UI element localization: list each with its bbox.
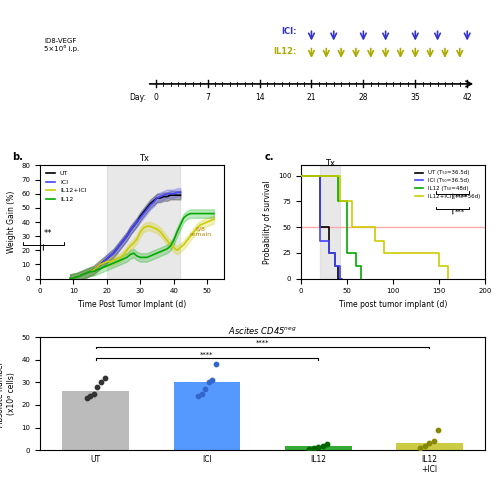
Y-axis label: Weight Gain (%): Weight Gain (%) [6,191,16,253]
Text: **: ** [44,229,52,238]
Text: b.: b. [12,152,24,162]
Text: 35: 35 [410,93,420,102]
Legend: UT (T₅₀=36.5d), ICI (T₅₀=36.5d), IL12 (T₅₀=48d), IL12+ICI (T₅₀=56d): UT (T₅₀=36.5d), ICI (T₅₀=36.5d), IL12 (T… [413,168,482,201]
Text: 42: 42 [462,93,472,102]
Point [198,390,205,397]
Text: ****: **** [256,340,269,346]
Text: 0: 0 [154,93,158,102]
Point [86,392,94,400]
Point [201,385,209,393]
Bar [174,382,240,450]
Bar [285,446,352,450]
Point [416,444,424,452]
Point [194,392,202,400]
Text: ID8-VEGF
5×10⁶ i.p.: ID8-VEGF 5×10⁶ i.p. [44,38,80,52]
Point [310,444,318,452]
Point [208,376,216,384]
Text: Day:: Day: [130,93,147,102]
Text: 21: 21 [306,93,316,102]
Legend: UT, ICI, IL12+ICI, IL12: UT, ICI, IL12+ICI, IL12 [43,168,89,204]
Bar [320,166,340,279]
Text: ICI:: ICI: [281,28,296,36]
Text: ****: **** [200,351,213,357]
Point [318,442,326,450]
Text: 7: 7 [205,93,210,102]
Title: Ascites CD45$^{neg}$: Ascites CD45$^{neg}$ [228,325,297,336]
Bar [107,166,180,279]
Point [82,394,90,402]
Text: ****: **** [454,193,468,199]
Point [90,390,98,397]
Bar [396,443,463,450]
Y-axis label: Absolute number
(x10⁶ cells): Absolute number (x10⁶ cells) [0,361,16,426]
X-axis label: Time post tumor implant (d): Time post tumor implant (d) [339,300,447,309]
Text: 6/8
remain: 6/8 remain [190,227,212,237]
Point [426,439,434,447]
Text: c.: c. [264,152,274,162]
Point [421,442,429,450]
Text: 14: 14 [254,93,264,102]
Text: Tx: Tx [138,153,148,163]
Point [314,443,322,451]
Point [204,378,212,386]
Point [94,383,102,391]
Point [430,437,438,445]
X-axis label: Time Post Tumor Implant (d): Time Post Tumor Implant (d) [78,300,186,309]
Point [323,440,331,448]
Point [305,445,313,453]
Y-axis label: Probability of survival: Probability of survival [264,180,272,264]
Text: IL12:: IL12: [273,47,296,56]
Bar [62,391,129,450]
Text: Tx: Tx [324,159,334,167]
Point [97,378,105,386]
Point [100,374,108,381]
Text: 28: 28 [358,93,368,102]
Point [434,426,442,434]
Point [212,360,220,368]
Text: ***: *** [454,209,465,215]
